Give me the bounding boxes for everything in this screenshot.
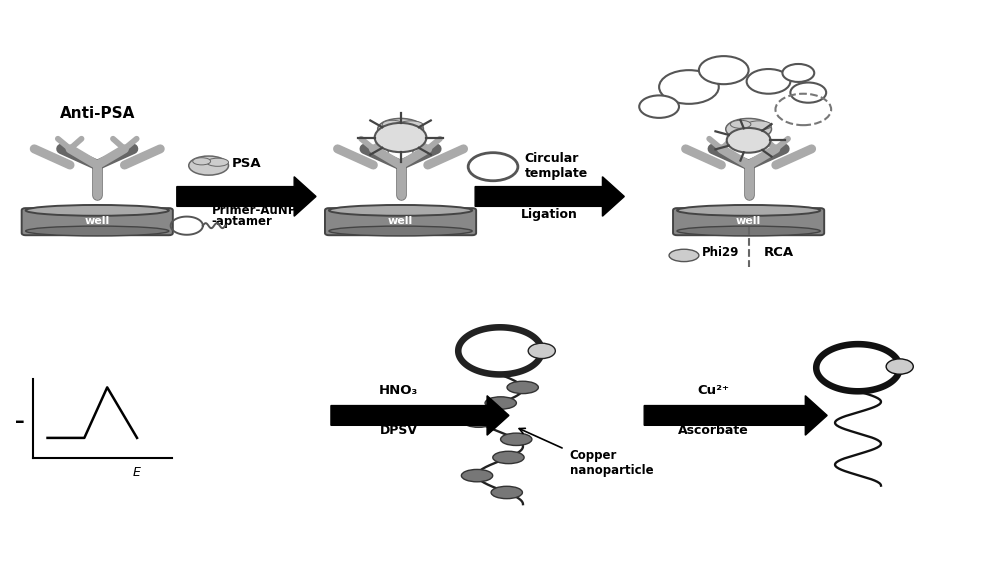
- FancyArrow shape: [177, 177, 316, 216]
- Circle shape: [727, 128, 770, 153]
- FancyArrow shape: [331, 396, 509, 435]
- Text: HNO₃: HNO₃: [379, 384, 418, 397]
- Ellipse shape: [26, 205, 169, 216]
- Ellipse shape: [398, 121, 423, 130]
- Ellipse shape: [378, 119, 423, 140]
- FancyArrow shape: [644, 396, 827, 435]
- Ellipse shape: [382, 120, 403, 128]
- Ellipse shape: [189, 156, 229, 175]
- Text: Cu²⁺: Cu²⁺: [698, 384, 730, 397]
- Circle shape: [528, 343, 555, 358]
- Ellipse shape: [461, 469, 493, 482]
- Ellipse shape: [507, 381, 538, 393]
- Text: Ascorbate: Ascorbate: [678, 424, 749, 437]
- Text: RCA: RCA: [764, 246, 794, 259]
- Text: E: E: [133, 466, 141, 479]
- FancyBboxPatch shape: [673, 208, 824, 235]
- Ellipse shape: [207, 158, 229, 166]
- Ellipse shape: [463, 415, 494, 428]
- Circle shape: [790, 83, 826, 103]
- Text: well: well: [736, 216, 761, 226]
- Circle shape: [375, 123, 426, 152]
- Circle shape: [747, 69, 790, 94]
- Ellipse shape: [491, 486, 522, 498]
- FancyBboxPatch shape: [325, 208, 476, 235]
- Ellipse shape: [730, 120, 751, 128]
- Text: Copper
nanoparticle: Copper nanoparticle: [570, 449, 653, 477]
- Circle shape: [782, 64, 814, 82]
- Circle shape: [639, 95, 679, 118]
- Text: well: well: [85, 216, 110, 226]
- Circle shape: [886, 359, 913, 374]
- Ellipse shape: [329, 205, 472, 216]
- Circle shape: [699, 56, 749, 84]
- Text: DPSV: DPSV: [380, 424, 418, 437]
- Ellipse shape: [485, 397, 516, 409]
- Text: Ligation: Ligation: [521, 208, 578, 221]
- Ellipse shape: [26, 226, 169, 236]
- Ellipse shape: [193, 158, 211, 165]
- Text: PSA: PSA: [232, 158, 261, 171]
- Ellipse shape: [746, 121, 771, 130]
- Ellipse shape: [726, 119, 771, 140]
- Text: Circular
template: Circular template: [525, 151, 588, 180]
- Ellipse shape: [669, 249, 699, 261]
- Ellipse shape: [329, 226, 472, 236]
- Ellipse shape: [677, 226, 820, 236]
- Text: Anti-PSA: Anti-PSA: [60, 105, 135, 121]
- Text: –: –: [15, 412, 24, 430]
- Circle shape: [659, 70, 719, 104]
- Ellipse shape: [501, 433, 532, 446]
- Text: Phi29: Phi29: [702, 246, 739, 259]
- Text: Primer-AuNP: Primer-AuNP: [212, 204, 297, 217]
- FancyArrow shape: [475, 177, 624, 216]
- Circle shape: [468, 153, 518, 181]
- Text: -aptamer: -aptamer: [212, 215, 272, 229]
- Ellipse shape: [493, 451, 524, 464]
- Ellipse shape: [677, 205, 820, 216]
- FancyBboxPatch shape: [22, 208, 173, 235]
- Text: well: well: [388, 216, 413, 226]
